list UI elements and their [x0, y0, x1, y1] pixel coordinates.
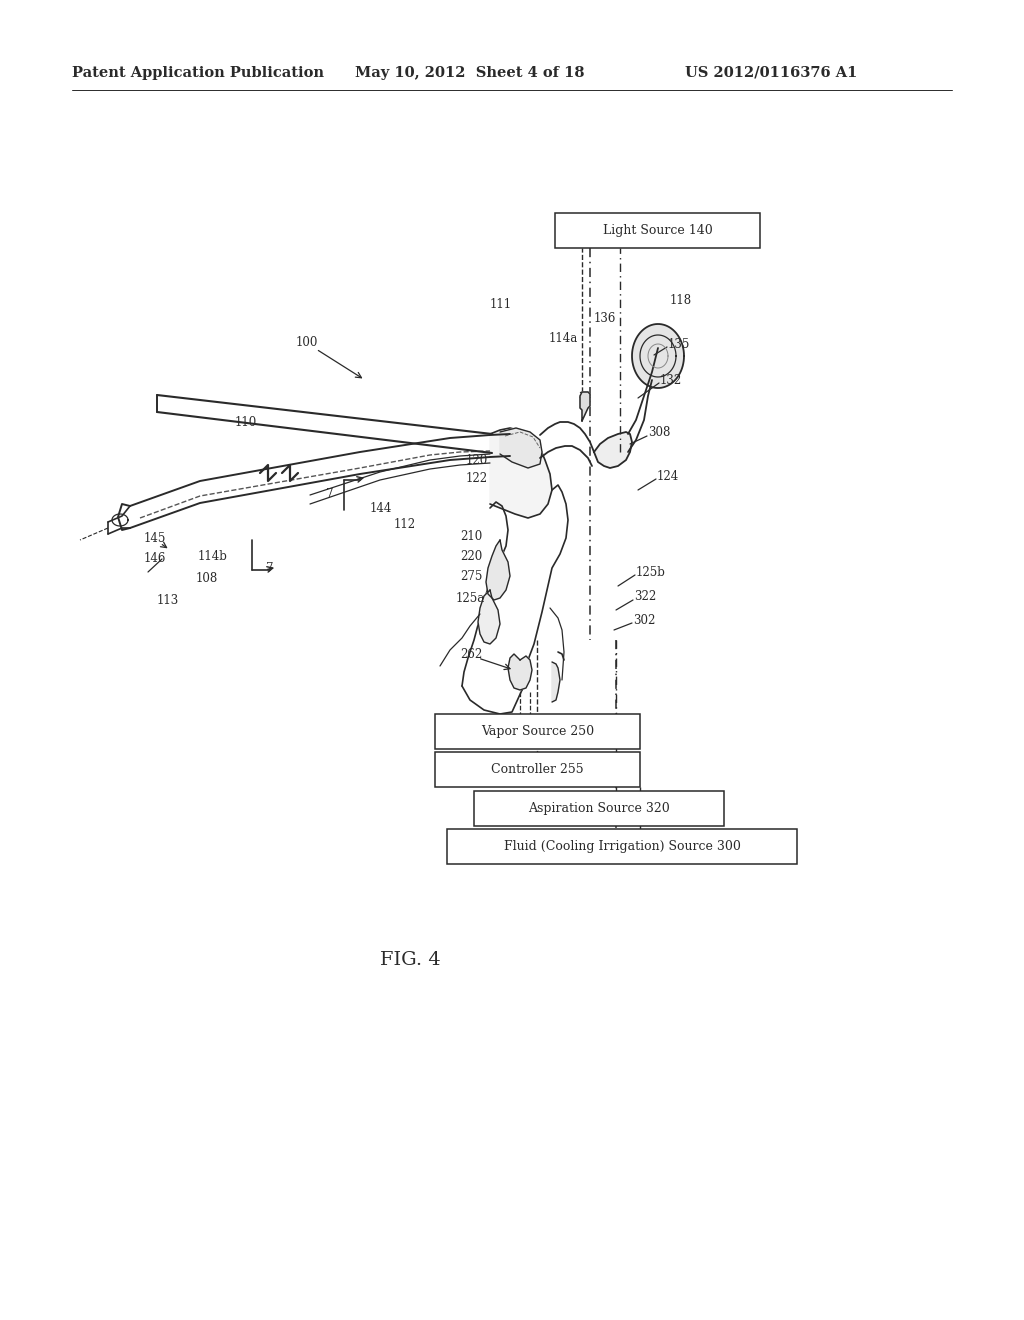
Text: Light Source 140: Light Source 140 [603, 224, 713, 238]
Text: US 2012/0116376 A1: US 2012/0116376 A1 [685, 66, 857, 81]
Text: 112: 112 [394, 517, 416, 531]
Polygon shape [580, 392, 590, 421]
Bar [474, 791, 724, 826]
Text: 136: 136 [594, 312, 616, 325]
Polygon shape [486, 540, 510, 601]
Text: 135: 135 [668, 338, 690, 351]
Text: Vapor Source 250: Vapor Source 250 [481, 725, 594, 738]
Text: 110: 110 [234, 416, 257, 429]
Text: 113: 113 [157, 594, 179, 606]
Polygon shape [552, 663, 560, 702]
Text: 146: 146 [144, 552, 166, 565]
Text: 275: 275 [460, 569, 482, 582]
Text: 7: 7 [266, 561, 273, 574]
Text: 220: 220 [460, 549, 482, 562]
Text: 210: 210 [460, 529, 482, 543]
Polygon shape [632, 323, 684, 388]
Text: 144: 144 [370, 502, 392, 515]
Polygon shape [478, 590, 500, 644]
Bar [555, 213, 760, 248]
Text: 114a: 114a [549, 331, 579, 345]
Text: 108: 108 [196, 572, 218, 585]
Text: 114b: 114b [198, 549, 228, 562]
Text: 132: 132 [660, 374, 682, 387]
Text: May 10, 2012  Sheet 4 of 18: May 10, 2012 Sheet 4 of 18 [355, 66, 585, 81]
Text: Patent Application Publication: Patent Application Publication [72, 66, 324, 81]
Text: 100: 100 [296, 335, 318, 348]
Text: 120: 120 [466, 454, 488, 466]
Polygon shape [500, 428, 542, 469]
Polygon shape [490, 428, 552, 517]
Text: 125b: 125b [636, 565, 666, 578]
Text: 145: 145 [144, 532, 166, 544]
Text: 302: 302 [633, 614, 655, 627]
Text: 7: 7 [326, 487, 334, 500]
Text: FIG. 4: FIG. 4 [380, 950, 440, 969]
Polygon shape [508, 653, 532, 690]
Text: Aspiration Source 320: Aspiration Source 320 [528, 803, 670, 814]
Text: 262: 262 [460, 648, 482, 660]
Text: 125a: 125a [456, 591, 485, 605]
Polygon shape [594, 432, 632, 469]
Bar [435, 752, 640, 787]
Text: 124: 124 [657, 470, 679, 483]
Text: Fluid (Cooling Irrigation) Source 300: Fluid (Cooling Irrigation) Source 300 [504, 840, 740, 853]
Text: 118: 118 [670, 293, 692, 306]
Bar [447, 829, 797, 865]
Text: 111: 111 [490, 298, 512, 312]
Text: 322: 322 [634, 590, 656, 603]
Text: 122: 122 [466, 471, 488, 484]
Text: 308: 308 [648, 425, 671, 438]
Text: Controller 255: Controller 255 [492, 763, 584, 776]
Bar [435, 714, 640, 748]
